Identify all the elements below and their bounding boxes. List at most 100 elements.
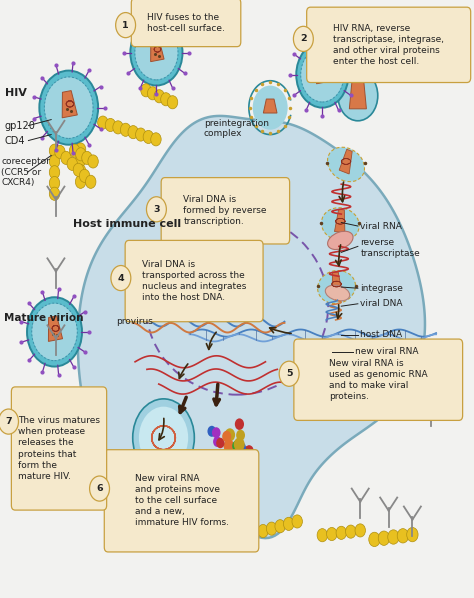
FancyBboxPatch shape [161,178,290,244]
Polygon shape [151,38,164,62]
Circle shape [49,187,60,200]
Circle shape [226,451,234,462]
Polygon shape [78,116,425,538]
Circle shape [105,118,116,132]
Text: The virus matures
when protease
releases the
proteins that
form the
mature HIV.: The virus matures when protease releases… [18,416,100,481]
Circle shape [73,163,83,176]
Circle shape [208,426,216,437]
Text: 1: 1 [122,20,129,30]
Text: gp120: gp120 [5,121,36,130]
Circle shape [49,144,60,157]
Circle shape [388,530,399,544]
Ellipse shape [328,147,365,182]
Polygon shape [339,150,352,174]
Text: viral RNA: viral RNA [360,221,402,231]
Circle shape [266,522,277,535]
Ellipse shape [318,270,356,304]
Circle shape [279,361,299,386]
Polygon shape [264,99,277,113]
Text: coreceptor
(CCR5 or
CXCR4): coreceptor (CCR5 or CXCR4) [1,157,50,187]
Circle shape [49,155,60,168]
Circle shape [336,526,346,539]
Circle shape [167,96,178,109]
Text: 2: 2 [300,34,307,44]
Circle shape [75,164,86,178]
Circle shape [111,266,131,291]
Text: CD4: CD4 [5,136,25,145]
Text: New viral RNA is
used as genomic RNA
and to make viral
proteins.: New viral RNA is used as genomic RNA and… [329,359,428,401]
Circle shape [143,130,154,144]
Circle shape [141,84,151,97]
Text: 3: 3 [153,205,160,214]
Circle shape [75,148,86,161]
Text: New viral RNA
and proteins move
to the cell surface
and a new,
immature HIV form: New viral RNA and proteins move to the c… [135,474,228,527]
Ellipse shape [328,231,353,249]
Circle shape [69,144,80,157]
Ellipse shape [325,285,350,301]
Circle shape [61,151,71,164]
Circle shape [45,77,93,138]
FancyBboxPatch shape [307,7,471,83]
Text: Viral DNA is
transported across the
nucleus and integrates
into the host DNA.: Viral DNA is transported across the nucl… [142,260,246,302]
Circle shape [292,515,302,528]
Circle shape [75,154,86,167]
Circle shape [0,409,18,434]
Circle shape [90,476,109,501]
Circle shape [275,520,285,533]
Polygon shape [62,91,77,118]
Text: Viral DNA is
formed by reverse
transcription.: Viral DNA is formed by reverse transcrip… [183,195,267,226]
Text: reverse
transcriptase: reverse transcriptase [360,239,420,258]
Text: 5: 5 [286,369,292,379]
Circle shape [130,20,182,86]
Circle shape [136,128,146,141]
Text: integrase: integrase [360,283,403,293]
Text: HIV RNA, reverse
transcriptase, integrase,
and other viral proteins
enter the ho: HIV RNA, reverse transcriptase, integras… [333,24,444,66]
Circle shape [378,531,390,545]
Circle shape [212,427,220,438]
Text: host DNA: host DNA [360,330,402,340]
Circle shape [258,524,268,538]
Polygon shape [349,79,366,109]
Circle shape [317,529,328,542]
Circle shape [55,145,65,158]
Circle shape [120,123,131,136]
Polygon shape [335,209,345,233]
Text: 6: 6 [96,484,103,493]
Text: HIV: HIV [5,88,27,97]
Circle shape [222,431,231,443]
Circle shape [216,438,225,448]
Circle shape [67,157,77,170]
FancyBboxPatch shape [104,450,259,552]
Text: 7: 7 [5,417,12,426]
Circle shape [116,13,136,38]
Text: 4: 4 [118,273,124,283]
Circle shape [49,176,60,190]
Circle shape [237,442,246,454]
Circle shape [243,446,252,457]
Circle shape [224,440,234,453]
Circle shape [75,143,86,156]
Circle shape [293,26,313,51]
Circle shape [346,525,356,538]
Circle shape [296,42,348,108]
Circle shape [407,527,418,542]
Circle shape [135,25,178,80]
Circle shape [213,437,221,447]
Circle shape [161,93,171,106]
Circle shape [369,532,380,547]
Circle shape [301,47,344,102]
Circle shape [113,121,123,134]
FancyBboxPatch shape [11,387,107,510]
Circle shape [98,116,108,129]
Ellipse shape [321,208,359,241]
Circle shape [355,524,365,537]
Text: provirus: provirus [116,317,153,327]
Polygon shape [332,272,342,295]
Polygon shape [48,316,63,341]
Circle shape [244,453,253,465]
Circle shape [49,166,60,179]
Text: preintegration
complex: preintegration complex [204,119,269,138]
Text: new viral RNA: new viral RNA [355,347,418,356]
Circle shape [245,445,254,457]
Circle shape [79,169,90,182]
